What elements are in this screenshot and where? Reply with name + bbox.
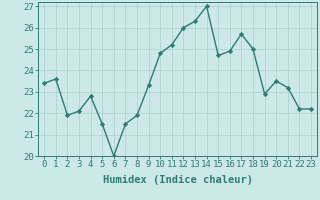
X-axis label: Humidex (Indice chaleur): Humidex (Indice chaleur) bbox=[103, 175, 252, 185]
